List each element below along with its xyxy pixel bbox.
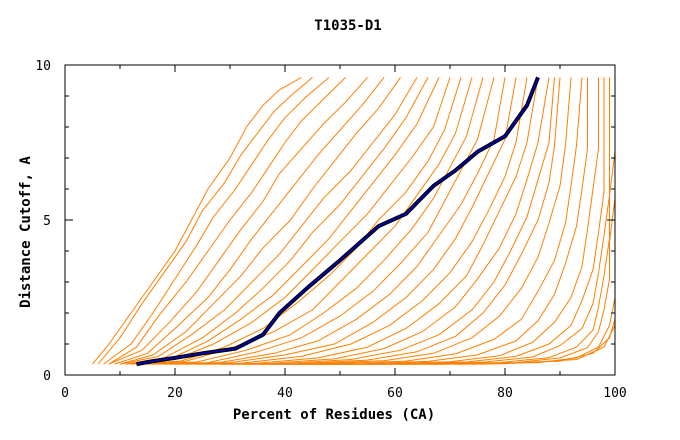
y-tick-label: 5 (43, 214, 51, 229)
model-curve (130, 77, 462, 365)
x-tick-label: 80 (497, 386, 513, 401)
y-tick-label: 0 (43, 369, 51, 384)
model-curve (136, 77, 473, 365)
y-tick-label: 10 (35, 59, 51, 74)
model-curve (119, 77, 401, 365)
model-curve (130, 77, 451, 365)
model-curve (103, 77, 330, 365)
highlight-curve (136, 77, 539, 365)
chart-title: T1035-D1 (314, 18, 381, 34)
x-tick-label: 0 (61, 386, 69, 401)
x-tick-label: 60 (387, 386, 403, 401)
model-curve (257, 77, 610, 365)
model-curve (169, 77, 539, 365)
model-curve (141, 77, 484, 365)
model-curve (230, 77, 599, 365)
model-curve (158, 77, 517, 365)
x-tick-label: 100 (603, 386, 626, 401)
model-curve (185, 77, 561, 365)
model-curve (207, 77, 583, 365)
model-curve (125, 77, 440, 365)
model-curve (241, 77, 605, 365)
model-curve (114, 77, 385, 365)
x-tick-label: 20 (167, 386, 183, 401)
model-curve (108, 77, 368, 365)
x-tick-label: 40 (277, 386, 293, 401)
model-curve (340, 77, 616, 365)
x-axis-label: Percent of Residues (CA) (233, 407, 435, 423)
model-curve (196, 77, 572, 365)
model-curve (147, 77, 495, 365)
model-curve (125, 77, 429, 365)
axis-ticks: 0 20 40 60 80 100 0 5 10 (35, 59, 626, 401)
model-curve (163, 77, 528, 365)
model-curve (108, 77, 346, 365)
model-curve (92, 76, 302, 365)
y-axis-label: Distance Cutoff, A (18, 156, 34, 308)
model-curve (274, 77, 616, 365)
model-curve (97, 77, 313, 365)
model-curve (152, 77, 506, 365)
plot-area (92, 76, 616, 367)
model-curve (119, 77, 418, 365)
model-curve (180, 77, 555, 365)
model-curve (174, 77, 550, 365)
model-curve (219, 77, 588, 365)
model-curve (312, 77, 616, 365)
